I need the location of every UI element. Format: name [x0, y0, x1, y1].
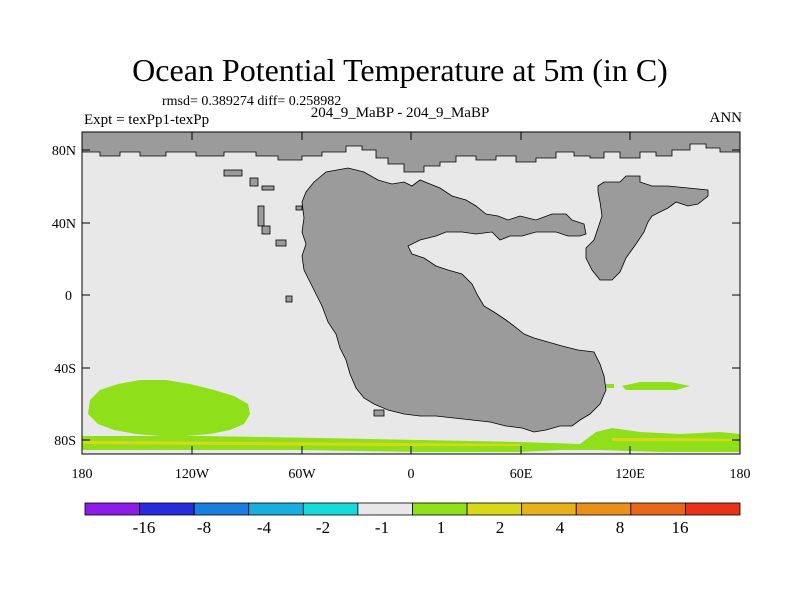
lat-label-80n: 80N	[52, 144, 76, 159]
colorbar-labels: -16 -8 -4 -2 -1 1 2 4 8 16	[133, 518, 689, 537]
lon-label-0: 0	[408, 467, 415, 482]
plot-title: Ocean Potential Temperature at 5m (in C)	[132, 52, 668, 88]
lon-label-120e: 120E	[615, 467, 645, 482]
lat-label-0: 0	[65, 289, 72, 304]
anomaly-small-cell	[606, 384, 614, 388]
lon-label-180w: 180	[72, 467, 93, 482]
anomaly-regions	[82, 380, 740, 452]
colorbar-label-8: 4	[556, 518, 565, 537]
anomaly-southern-band-inner-east	[612, 438, 736, 441]
colorbar-label-4: -2	[316, 518, 330, 537]
colorbar-label-6: 1	[437, 518, 446, 537]
colorbar-box-2	[139, 502, 195, 516]
experiment-label: Expt = texPp1-texPp	[84, 112, 210, 128]
land-northeast-mass	[585, 175, 709, 281]
land-arctic-strip	[81, 131, 741, 173]
colorbar-box-8	[466, 502, 523, 516]
anomaly-southern-band	[82, 428, 740, 452]
lon-label-180e: 180	[730, 467, 751, 482]
latitude-labels: 80N 40N 0 40S 80S	[52, 144, 76, 449]
colorbar-boxes	[84, 502, 741, 516]
island-c	[261, 185, 275, 191]
colorbar: -16 -8 -4 -2 -1 1 2 4 8 16	[84, 502, 741, 537]
land-masses	[81, 131, 741, 433]
island-h	[285, 295, 293, 303]
lat-label-80s: 80S	[54, 434, 76, 449]
longitude-axis	[81, 132, 741, 454]
lon-label-60e: 60E	[510, 467, 533, 482]
island-b	[249, 177, 259, 187]
colorbar-box-3	[193, 502, 250, 516]
anomaly-southern-band-inner	[82, 441, 520, 446]
colorbar-box-11	[630, 502, 686, 516]
colorbar-box-9	[521, 502, 577, 516]
season-label: ANN	[709, 110, 743, 126]
lon-label-120w: 120W	[175, 467, 210, 482]
colorbar-box-5	[302, 502, 359, 516]
stats-text: rmsd= 0.389274 diff= 0.258982	[162, 94, 342, 109]
colorbar-label-10: 16	[672, 518, 689, 537]
island-a	[223, 169, 243, 177]
longitude-labels: 180 120W 60W 0 60E 120E 180	[72, 467, 751, 482]
colorbar-box-12	[685, 502, 741, 516]
island-i	[373, 409, 385, 417]
anomaly-south-indian-patch	[622, 382, 690, 390]
colorbar-label-1: -16	[133, 518, 156, 537]
colorbar-label-7: 2	[496, 518, 505, 537]
colorbar-box-4	[248, 502, 304, 516]
land-main-continent	[301, 167, 607, 433]
island-f	[275, 239, 287, 247]
colorbar-box-6	[357, 502, 413, 516]
colorbar-label-2: -8	[197, 518, 211, 537]
period-label: 204_9_MaBP - 204_9_MaBP	[310, 105, 490, 121]
colorbar-label-3: -4	[257, 518, 272, 537]
anomaly-southern-pacific-blob	[88, 380, 250, 436]
lat-label-40n: 40N	[52, 217, 76, 232]
colorbar-box-7	[412, 502, 468, 516]
colorbar-label-5: -1	[375, 518, 389, 537]
island-g	[295, 205, 303, 211]
colorbar-box-10	[575, 502, 632, 516]
colorbar-label-9: 8	[616, 518, 625, 537]
lon-label-60w: 60W	[288, 467, 316, 482]
island-d	[257, 205, 265, 227]
lat-label-40s: 40S	[54, 362, 76, 377]
colorbar-box-1	[84, 502, 140, 516]
island-e	[261, 225, 271, 235]
latitude-axis	[82, 149, 740, 441]
